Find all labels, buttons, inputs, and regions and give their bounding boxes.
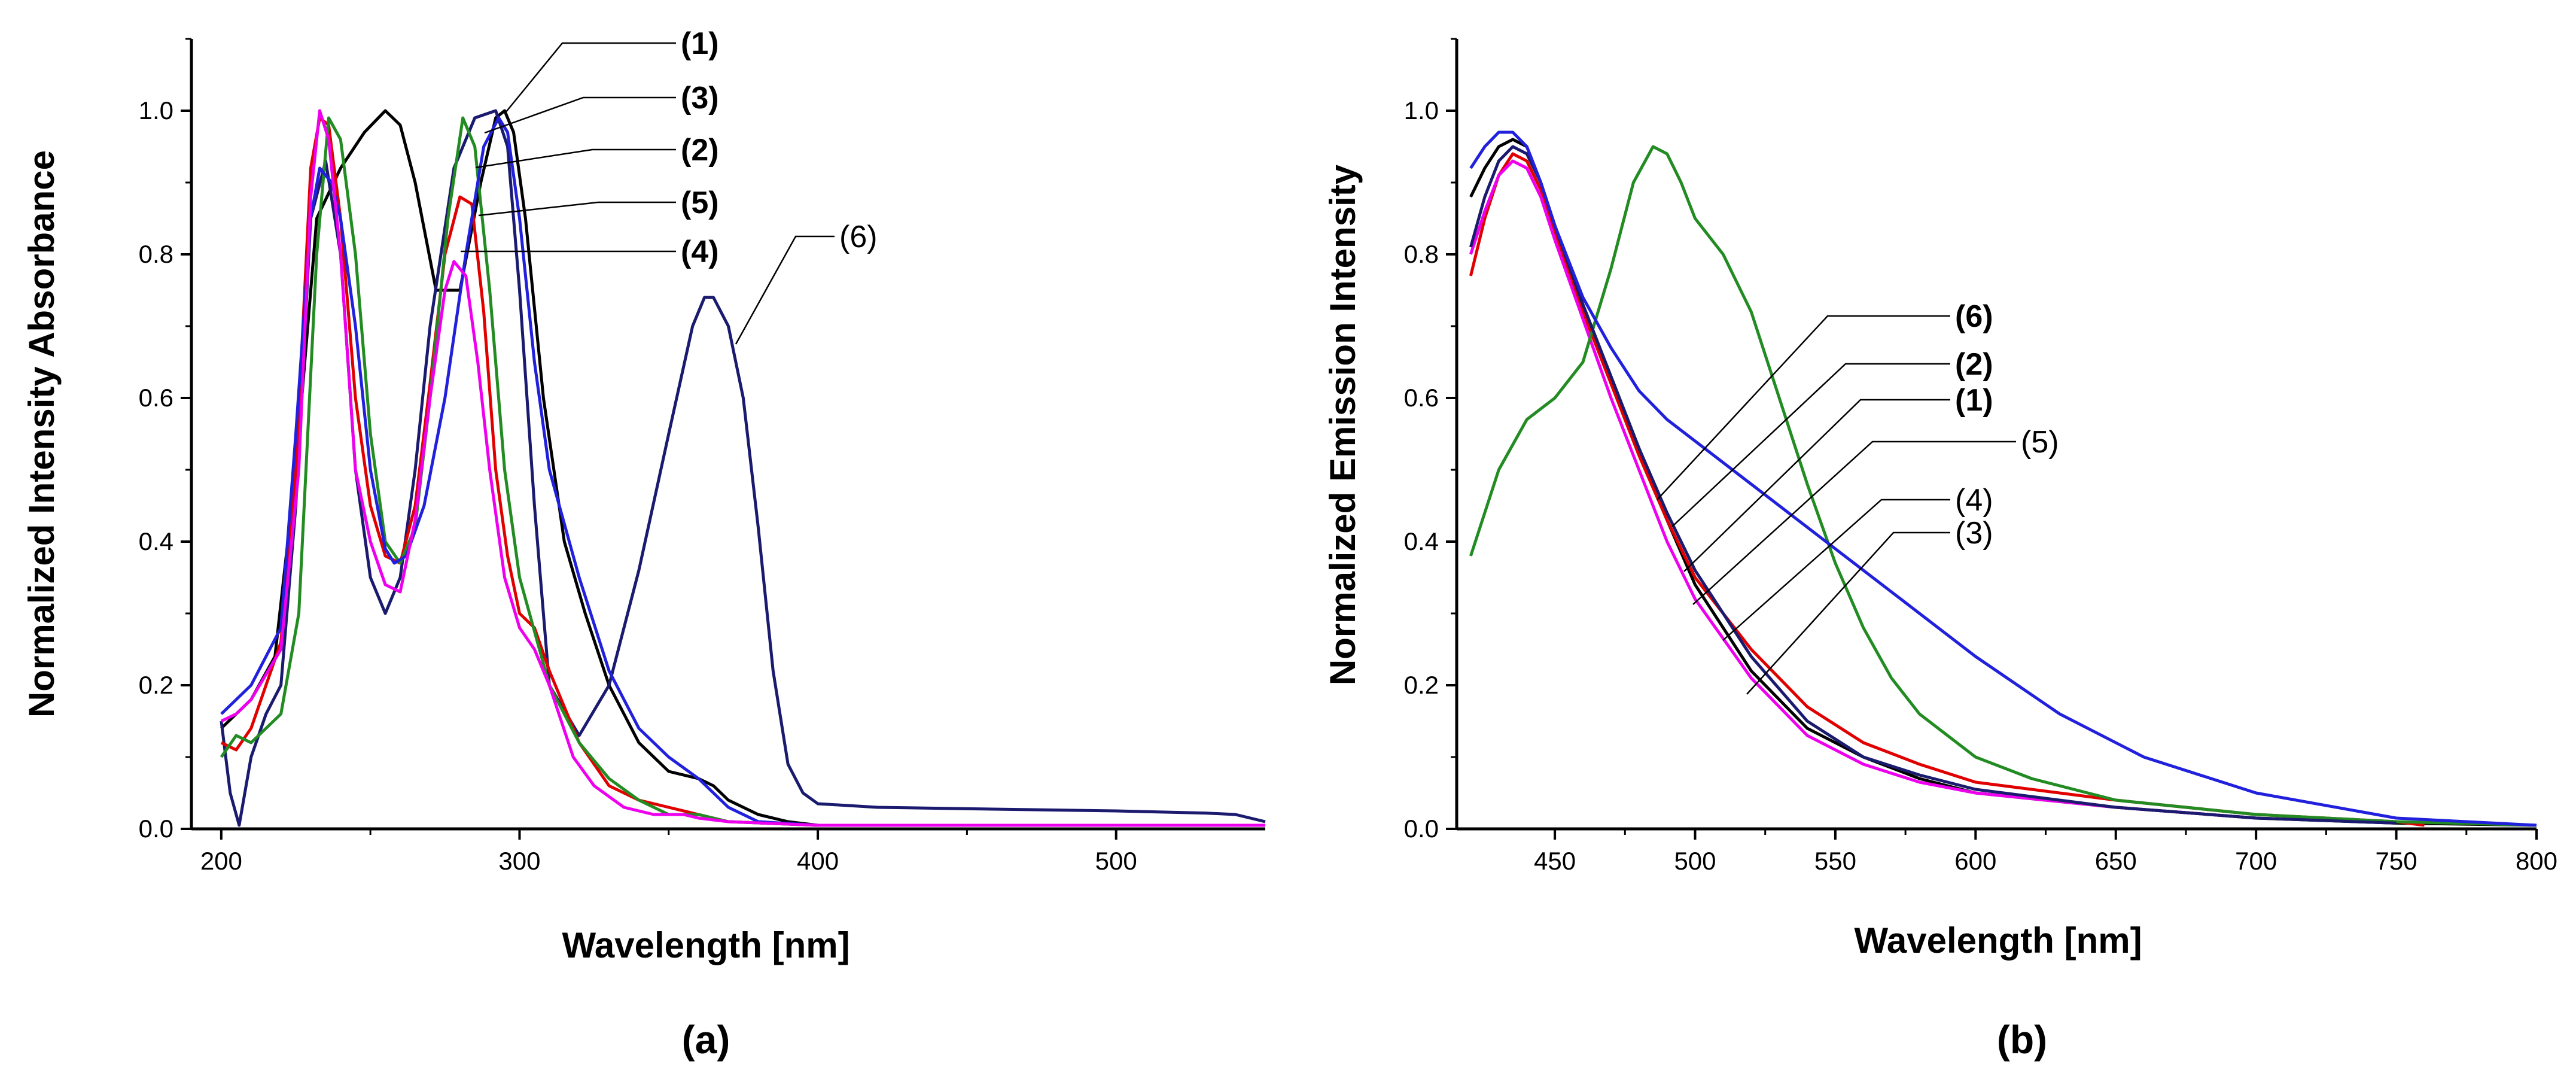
series-annotation-label: (3) <box>681 81 719 116</box>
x-tick-label: 200 <box>200 847 242 875</box>
annotation-leader-line <box>1746 531 1950 695</box>
y-tick-label: 1.0 <box>1404 96 1439 124</box>
x-tick-label: 700 <box>2235 847 2277 875</box>
series-line-1 <box>220 109 1265 827</box>
y-tick-label: 0.8 <box>1404 240 1439 268</box>
x-tick-label: 400 <box>797 847 839 875</box>
y-tick-label: 0.0 <box>1404 815 1439 843</box>
x-tick-label: 550 <box>1814 847 1856 875</box>
y-tick-label: 0.4 <box>139 527 173 555</box>
annotation-leader-line <box>505 42 676 113</box>
series-annotation-label: (2) <box>1955 347 1993 382</box>
x-tick-label: 300 <box>498 847 540 875</box>
series-line-6 <box>1469 130 2537 827</box>
series-annotation-label: (3) <box>1955 516 1993 551</box>
annotation-leader-line <box>475 148 676 169</box>
x-tick-label: 500 <box>1674 847 1716 875</box>
y-axis-title: Normalized Intensity Absorbance <box>22 150 62 718</box>
series-annotation-label: (4) <box>681 235 719 269</box>
annotation-leader-line <box>735 235 835 345</box>
y-tick-label: 1.0 <box>139 96 173 124</box>
x-axis-title: Wavelength [nm] <box>562 925 849 965</box>
y-tick-label: 0.2 <box>139 671 173 699</box>
x-tick-label: 750 <box>2376 847 2417 875</box>
x-tick-label: 450 <box>1534 847 1576 875</box>
annotation-leader-line <box>478 201 676 217</box>
series-annotation-label: (1) <box>681 26 719 61</box>
series-line-2 <box>220 116 1265 827</box>
series-line-5 <box>1469 145 2397 825</box>
series-annotation-label: (5) <box>2021 425 2059 460</box>
y-tick-label: 0.4 <box>1404 527 1439 555</box>
x-tick-label: 650 <box>2095 847 2137 875</box>
panel-b-emission-chart: 0.0 0.2 0.4 0.6 0.8 1.0 450 500 550 600 650 700 750 8… <box>1323 38 2557 1062</box>
y-tick-label: 0.2 <box>1404 671 1439 699</box>
annotation-leader-line <box>484 96 676 134</box>
y-tick-label: 0.6 <box>1404 384 1439 412</box>
annotation-leader-line <box>1722 499 1950 641</box>
series-annotation-label: (6) <box>1955 299 1993 334</box>
series-annotation-label: (6) <box>839 220 878 254</box>
series-line-6 <box>220 109 1265 827</box>
y-tick-label: 0.8 <box>139 240 173 268</box>
series-annotation-label: (5) <box>681 186 719 220</box>
x-axis-title: Wavelength [nm] <box>1854 920 2142 961</box>
x-tick-label: 600 <box>1954 847 1996 875</box>
annotation-leader-line <box>1692 440 2016 605</box>
series-line-3 <box>1469 159 2257 820</box>
annotation-leader-line <box>1683 399 1950 572</box>
series-line-2 <box>1469 152 2425 827</box>
annotation-leader-line <box>1657 315 1950 500</box>
panel-label: (b) <box>1997 1017 2047 1062</box>
panel-a-absorbance-chart: 0.0 0.2 0.4 0.6 0.8 1.0 200 300 400 500 (1) (3) (2) (… <box>22 26 1266 1062</box>
x-tick-label: 500 <box>1095 847 1137 875</box>
series-annotation-label: (2) <box>681 133 719 168</box>
annotation-leader-line <box>1671 363 1950 527</box>
panel-label: (a) <box>682 1017 730 1062</box>
series-line-4 <box>220 116 1265 827</box>
series-annotation-label: (4) <box>1955 483 1993 518</box>
series-line-5 <box>220 116 1265 827</box>
series-line-3 <box>220 109 1266 827</box>
series-annotation-label: (1) <box>1955 383 1993 418</box>
y-axis-title: Normalized Emission Intensity <box>1323 164 1363 685</box>
x-tick-label: 800 <box>2516 847 2557 875</box>
series-line-4 <box>1469 145 2537 827</box>
y-tick-label: 0.6 <box>139 384 173 412</box>
y-tick-label: 0.0 <box>139 815 173 843</box>
series-line-1 <box>1469 138 2537 827</box>
